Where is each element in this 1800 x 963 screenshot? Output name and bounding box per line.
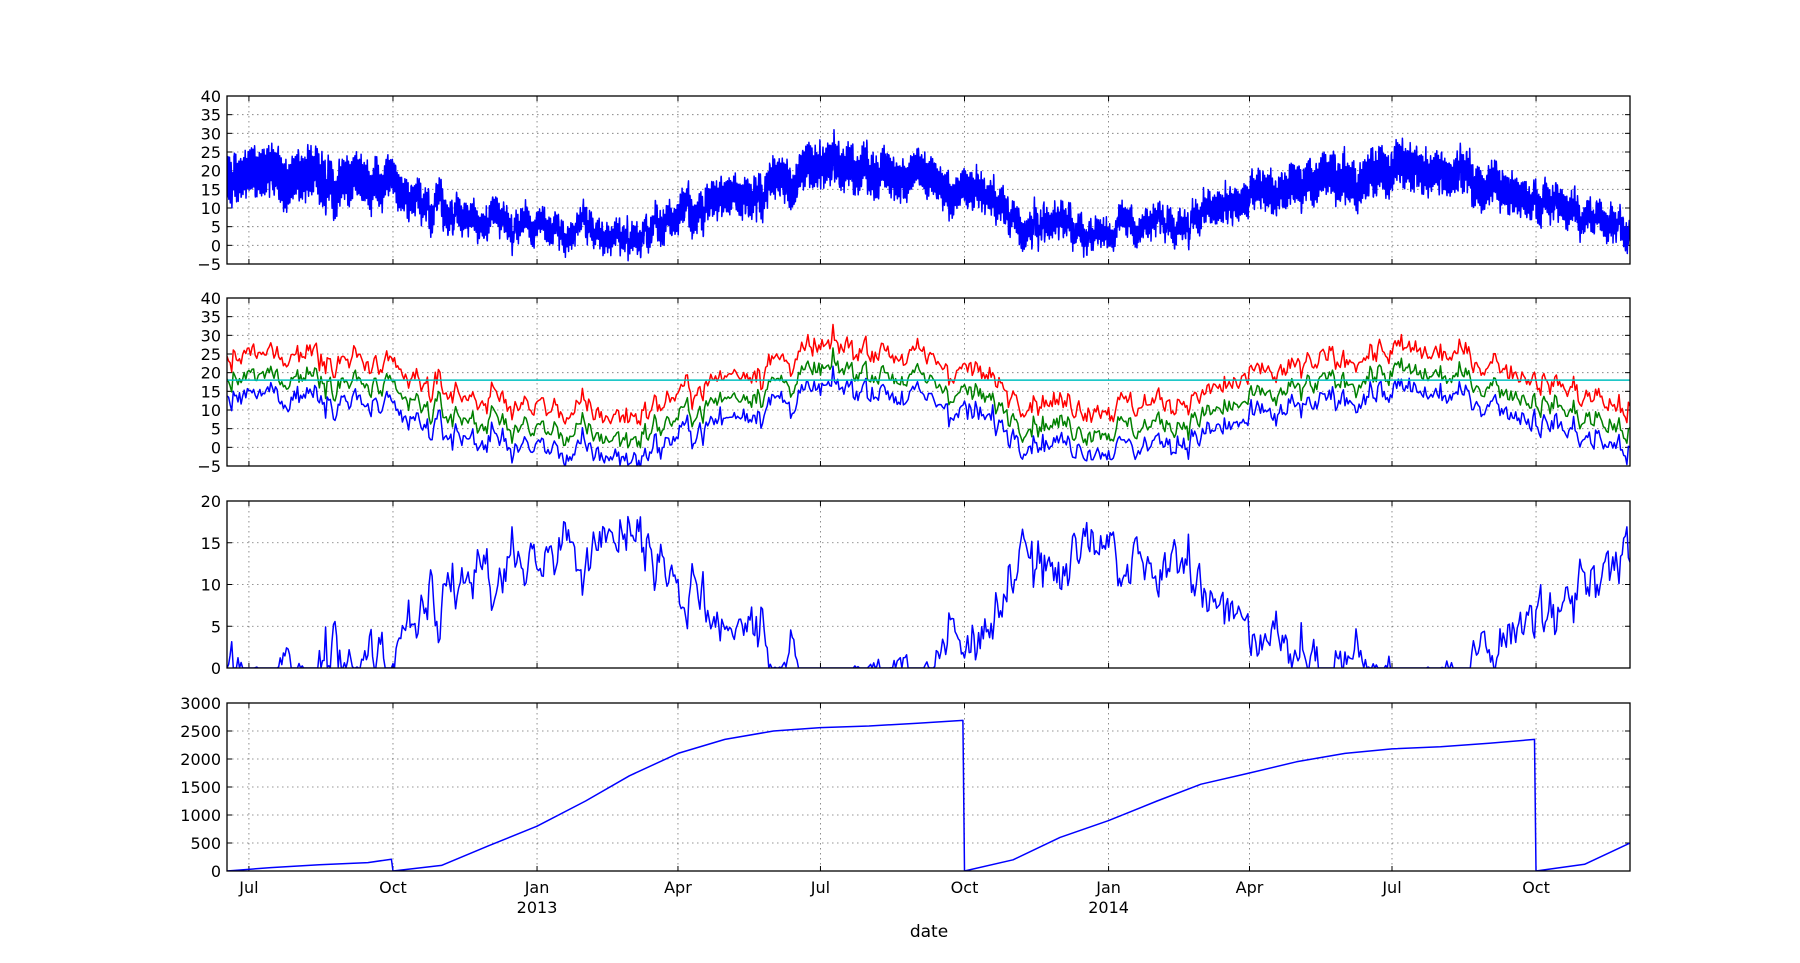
plot-frame: [226, 500, 1631, 669]
y-tick-label: 40: [201, 289, 221, 308]
series-group: [227, 515, 1630, 668]
y-tick-label: 5: [211, 617, 221, 636]
y-tick-label: 1500: [180, 778, 221, 797]
plot-frame: [226, 702, 1631, 872]
x-tick-year-label: 2014: [1088, 898, 1129, 917]
plot-frame: [226, 95, 1631, 265]
y-tick-label: 30: [201, 124, 221, 143]
series-group: [227, 323, 1630, 466]
y-tick-label: 0: [211, 862, 221, 881]
y-tick-label: 20: [201, 492, 221, 511]
y-tick-label: 30: [201, 326, 221, 345]
x-tick-label: Oct: [379, 878, 407, 897]
y-tick-label: 10: [201, 401, 221, 420]
y-tick-label: 35: [201, 308, 221, 327]
y-tick-label: 10: [201, 576, 221, 595]
y-tick-label: −5: [197, 457, 221, 476]
y-tick-label: 2500: [180, 722, 221, 741]
y-tick-label: 20: [201, 162, 221, 181]
chart-panel-3: 20 15 10 5 0: [201, 492, 1631, 678]
series-group: [227, 128, 1630, 262]
y-tick-label: 1000: [180, 806, 221, 825]
plot-frame: [226, 297, 1631, 467]
series-degree-deficit: [227, 515, 1630, 668]
x-tick-year-label: 2013: [517, 898, 558, 917]
x-tick-label: Apr: [1236, 878, 1264, 897]
y-tick-label: 15: [201, 382, 221, 401]
y-tick-label: 500: [190, 834, 221, 853]
y-tick-label: 0: [211, 438, 221, 457]
series-hourly-temperature: [227, 128, 1630, 262]
series-daily-max: [227, 323, 1630, 426]
x-tick-label: Apr: [664, 878, 692, 897]
y-tick-label: 2000: [180, 750, 221, 769]
x-tick-label: Oct: [1522, 878, 1550, 897]
y-tick-label: 15: [201, 180, 221, 199]
y-tick-label: 25: [201, 345, 221, 364]
y-tick-label: −5: [197, 255, 221, 274]
y-tick-label: 15: [201, 534, 221, 553]
y-tick-label: 5: [211, 420, 221, 439]
x-tick-label: Oct: [951, 878, 979, 897]
x-axis-title: date: [910, 922, 948, 942]
series-group: [227, 719, 1630, 871]
x-tick-label: Jul: [810, 878, 830, 897]
series-daily-min: [227, 365, 1630, 466]
y-tick-label: 25: [201, 143, 221, 162]
x-tick-label: Jul: [1381, 878, 1401, 897]
y-tick-label: 20: [201, 364, 221, 383]
x-tick-label: Jan: [1095, 878, 1121, 897]
x-tick-label: Jul: [238, 878, 258, 897]
y-tick-label: 0: [211, 659, 221, 678]
series-daily-mean: [227, 347, 1630, 449]
y-tick-label: 10: [201, 199, 221, 218]
y-tick-label: 40: [201, 87, 221, 106]
y-tick-label: 0: [211, 236, 221, 255]
y-tick-label: 3000: [180, 694, 221, 713]
series-cumulative: [227, 719, 1630, 871]
y-tick-label: 35: [201, 106, 221, 125]
x-tick-label: Jan: [524, 878, 550, 897]
y-tick-label: 5: [211, 218, 221, 237]
